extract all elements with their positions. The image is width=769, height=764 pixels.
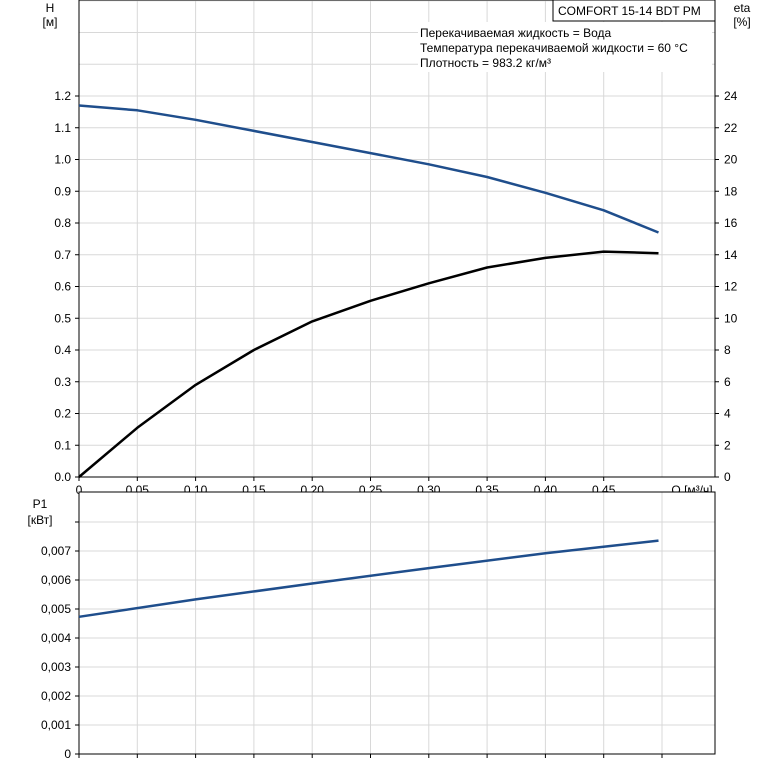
p1-tick-label: 0,003 xyxy=(41,660,71,674)
p1-axis-unit: [кВт] xyxy=(27,513,52,527)
top-plot-area xyxy=(79,0,715,477)
y-tick-label: 0.4 xyxy=(54,343,71,357)
y-tick-label: 1.0 xyxy=(54,153,71,167)
y2-tick-label: 16 xyxy=(724,216,738,230)
y-tick-label: 0.3 xyxy=(54,375,71,389)
y-tick-label: 0.8 xyxy=(54,216,71,230)
y-tick-label: 0.9 xyxy=(54,184,71,198)
annotation-text: Плотность = 983.2 кг/м³ xyxy=(420,56,551,70)
p1-axis-label: P1 xyxy=(33,497,48,511)
p1-tick-label: 0 xyxy=(64,747,71,761)
y2-tick-label: 10 xyxy=(724,311,738,325)
y2-tick-label: 20 xyxy=(724,153,738,167)
y-tick-label: 0.5 xyxy=(54,311,71,325)
x-tick-label: 0 xyxy=(76,483,83,497)
y-tick-label: 0.0 xyxy=(54,470,71,484)
y2-tick-label: 18 xyxy=(724,184,738,198)
p1-tick-label: 0,005 xyxy=(41,602,71,616)
top-plot-border xyxy=(78,0,716,478)
annotation-text: Температура перекачиваемой жидкости = 60… xyxy=(420,41,688,55)
y2-tick-label: 24 xyxy=(724,89,738,103)
p1-tick-label: 0,006 xyxy=(41,573,71,587)
y2-tick-label: 6 xyxy=(724,375,731,389)
y-tick-label: 0.7 xyxy=(54,248,71,262)
y-tick-label: 1.2 xyxy=(54,89,71,103)
p1-tick-label: 0,004 xyxy=(41,631,71,645)
bottom-plot-area xyxy=(79,492,715,754)
y-axis-unit: [м] xyxy=(43,15,58,29)
chart-title: COMFORT 15-14 BDT PM xyxy=(558,4,701,18)
y2-axis-unit: [%] xyxy=(733,15,750,29)
y2-tick-label: 4 xyxy=(724,407,731,421)
y-tick-label: 0.1 xyxy=(54,438,71,452)
annotation-text: Перекачиваемая жидкость = Вода xyxy=(420,26,612,40)
y2-tick-label: 8 xyxy=(724,343,731,357)
y-tick-label: 0.2 xyxy=(54,407,71,421)
y2-tick-label: 2 xyxy=(724,438,731,452)
y-tick-label: 0.6 xyxy=(54,280,71,294)
p1-tick-label: 0,002 xyxy=(41,689,71,703)
p1-tick-label: 0,007 xyxy=(41,544,71,558)
bottom-plot-border xyxy=(78,491,716,755)
y2-axis-label: eta xyxy=(734,1,751,15)
title-box xyxy=(552,0,716,22)
annotation-background xyxy=(418,22,712,72)
p1-tick-label: 0,001 xyxy=(41,718,71,732)
y-axis-label: H xyxy=(46,1,55,15)
y2-tick-label: 0 xyxy=(724,470,731,484)
p1-curve xyxy=(78,539,659,619)
y2-tick-label: 14 xyxy=(724,248,738,262)
h-curve xyxy=(78,104,659,234)
eta-curve xyxy=(78,250,659,478)
y2-tick-label: 12 xyxy=(724,280,738,294)
y-tick-label: 1.1 xyxy=(54,121,71,135)
y2-tick-label: 22 xyxy=(724,121,738,135)
